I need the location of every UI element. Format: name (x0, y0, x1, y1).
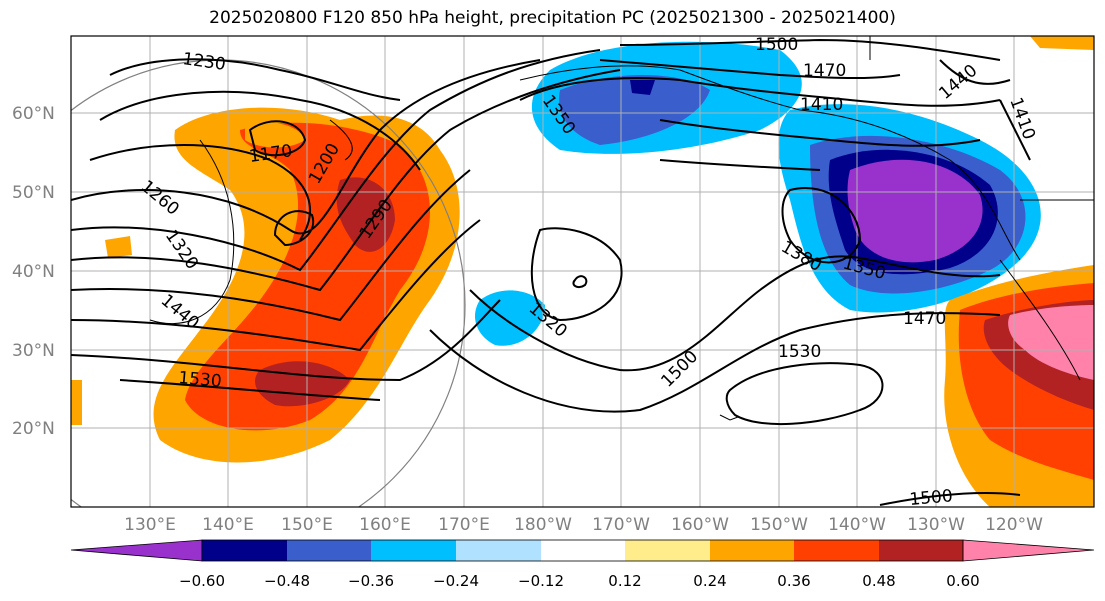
colorbar-bin (202, 540, 287, 561)
pos-anomaly-wpac-core (336, 177, 395, 252)
colorbar-tick: 0.12 (608, 572, 642, 590)
colorbar-extend-min (70, 539, 203, 562)
colorbar-bin (541, 540, 625, 561)
colorbar-tick: 0.36 (777, 572, 811, 590)
colorbar-extend-max (962, 539, 1095, 562)
lon-label: 170°E (438, 515, 490, 535)
colorbar-tick: 0.48 (862, 572, 896, 590)
lon-label: 160°E (359, 515, 411, 535)
contour-label: 1260 (137, 177, 183, 220)
lat-label: 20°N (12, 419, 55, 439)
contour-label: 1500 (909, 486, 954, 510)
lon-label: 150°E (281, 515, 333, 535)
neg-anomaly-nepac-core (847, 159, 983, 263)
lon-label: 180°W (514, 515, 572, 535)
colorbar-tick: 0.60 (946, 572, 980, 590)
contour-label: 1500 (755, 35, 798, 55)
colorbar-bin (794, 540, 879, 561)
contour-label: 1410 (800, 95, 843, 115)
lon-label: 150°W (750, 515, 808, 535)
lat-label: 60°N (12, 104, 55, 124)
colorbar-bin (371, 540, 456, 561)
colorbar-bin (879, 540, 963, 561)
colorbar-bin (625, 540, 710, 561)
lat-label: 30°N (12, 341, 55, 361)
colorbar-tick: 0.24 (693, 572, 727, 590)
colorbar-tick: −0.48 (264, 572, 310, 590)
map-frame (70, 35, 1095, 508)
lat-label: 50°N (12, 183, 55, 203)
colorbar-bin (456, 540, 541, 561)
contour-label: 1530 (778, 342, 821, 362)
lon-label: 130°W (907, 515, 965, 535)
lon-label: 140°E (202, 515, 254, 535)
colorbar-tick: −0.12 (518, 572, 564, 590)
coastlines (149, 36, 1094, 421)
lon-label: 130°E (124, 515, 176, 535)
pos-anomaly-epac-core (1008, 305, 1094, 380)
colorbar-tick: −0.60 (179, 572, 225, 590)
lon-label: 170°W (592, 515, 650, 535)
contour-label: 1470 (803, 61, 846, 81)
contour-label: 1230 (181, 49, 227, 75)
lon-label: 140°W (828, 515, 886, 535)
lat-label: 40°N (12, 262, 55, 282)
colorbar-tick: −0.36 (348, 572, 394, 590)
lon-label: 160°W (671, 515, 729, 535)
contour-label: 1320 (161, 226, 202, 273)
colorbar-tick: −0.24 (433, 572, 479, 590)
neg-anomaly-cpac (475, 290, 545, 346)
contour-label: 1470 (903, 309, 946, 329)
contour-label: 1530 (178, 368, 223, 392)
colorbar-bin (287, 540, 371, 561)
colorbar (70, 539, 1095, 562)
map-title: 2025020800 F120 850 hPa height, precipit… (209, 8, 896, 28)
colorbar-bin (710, 540, 794, 561)
lon-label: 120°W (985, 515, 1043, 535)
height-contours (71, 38, 1031, 506)
